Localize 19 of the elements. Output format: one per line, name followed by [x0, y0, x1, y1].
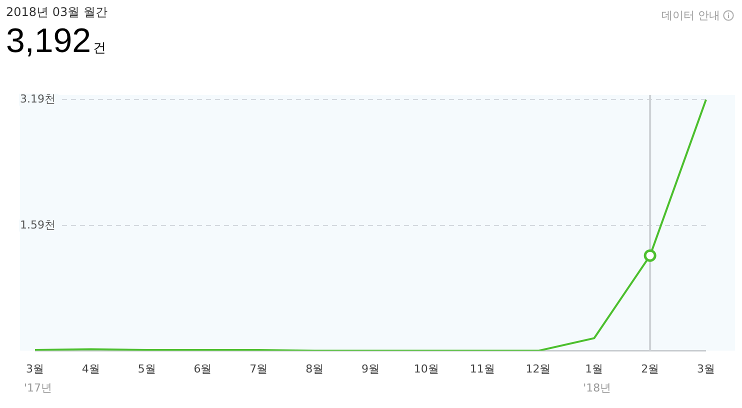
x-tick-label: 7월 [250, 362, 268, 376]
x-tick-label: 3월 [697, 362, 715, 376]
y-tick-label: 1.59천 [20, 218, 56, 232]
x-tick-label: 3월 [26, 362, 44, 376]
x-tick-label: 9월 [362, 362, 380, 376]
x-tick-label: 5월 [138, 362, 156, 376]
x-tick-label: 1월 [585, 362, 604, 376]
text: '17년 [24, 382, 52, 395]
x-tick-label: 4월 [82, 362, 100, 376]
x-tick-label: 2월 [641, 362, 660, 376]
x-tick-label: 8월 [306, 362, 324, 376]
x-tick-label: 6월 [194, 362, 212, 376]
x-tick-label: 10월 [414, 362, 439, 376]
chart-title: 2018년 03월 월간 [6, 4, 108, 21]
y-tick-label: 3.19천 [20, 92, 56, 106]
text: '18년 [583, 382, 612, 395]
x-tick-label: 12월 [526, 362, 551, 376]
text: 데이터 안내 [662, 8, 720, 23]
x-tick-label: 11월 [470, 362, 495, 376]
